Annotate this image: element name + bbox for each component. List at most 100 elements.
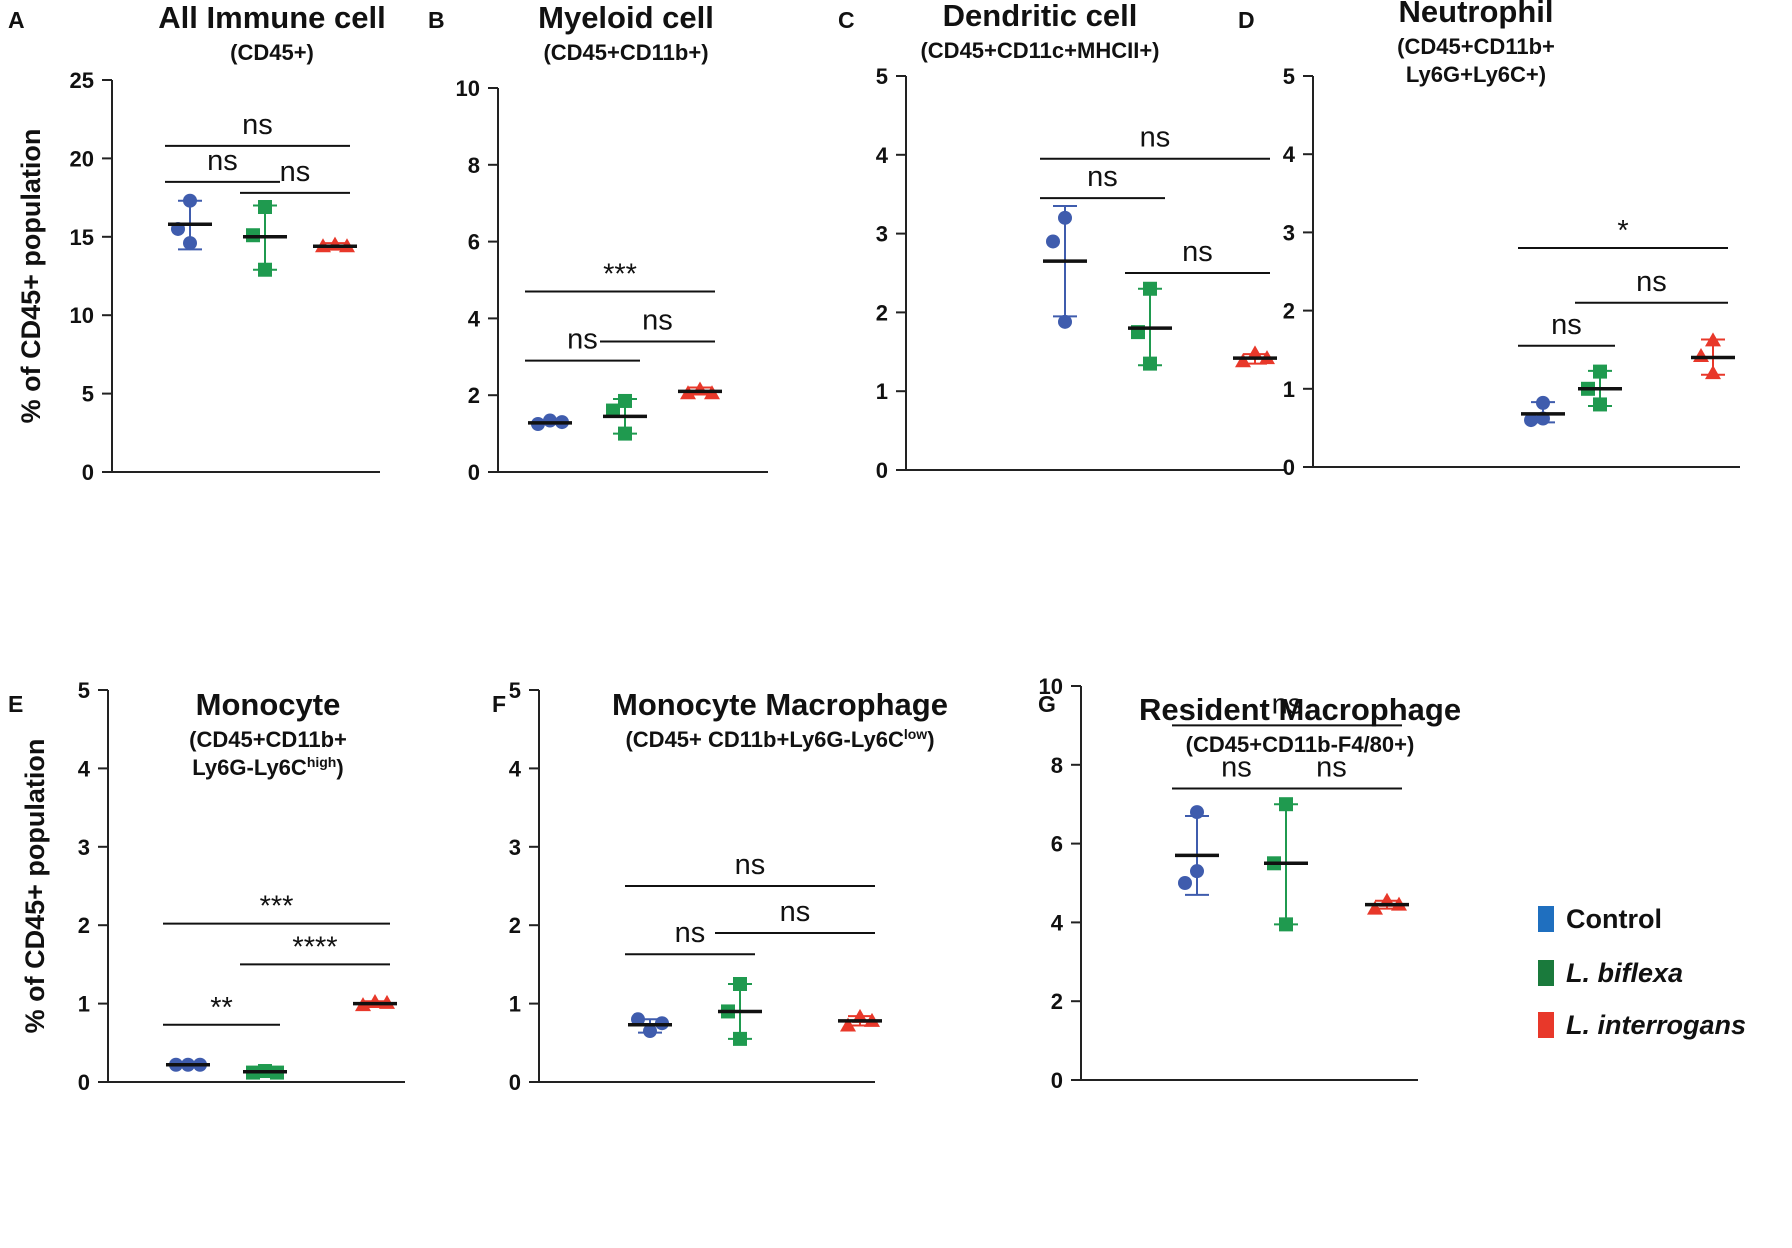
y-tick-label: 0 (876, 458, 888, 483)
significance-label: *** (260, 891, 294, 923)
y-tick-label: 5 (1283, 64, 1295, 89)
legend-swatch (1538, 906, 1554, 932)
panel-subtitle: Ly6G-Ly6Chigh) (192, 754, 343, 780)
group-l-biflexa (1578, 364, 1622, 412)
subtitle-text: (CD45+) (230, 40, 314, 65)
data-point (606, 403, 620, 418)
subtitle-text: (CD45+ CD11b+Ly6G-Ly6C (625, 727, 903, 752)
significance-label: ns (1140, 122, 1171, 154)
group-l-biflexa (603, 393, 647, 441)
panel-title: Neutrophil (1399, 0, 1554, 29)
data-point (1178, 876, 1192, 890)
panel-g: G Resident Macrophage (CD45+CD11b-F4/80+) 0… (1038, 674, 1461, 1093)
subtitle-tail: ) (927, 727, 934, 752)
y-tick-label: 1 (876, 379, 888, 404)
data-point (258, 262, 272, 277)
y-tick-label: 4 (876, 143, 889, 168)
panel-title: All Immune cell (158, 0, 385, 35)
panel-letter: C (838, 7, 855, 33)
y-tick-label: 3 (509, 835, 521, 860)
data-point (1705, 365, 1721, 380)
legend-label: Control (1566, 904, 1662, 934)
significance-label: ns (1087, 161, 1118, 193)
significance-label: ns (242, 109, 273, 141)
y-tick-label: 10 (1039, 674, 1063, 699)
panel-letter: A (8, 7, 25, 33)
y-tick-label: 20 (70, 146, 94, 171)
group-l-interrogans (1691, 332, 1735, 380)
data-point (1536, 395, 1550, 410)
panel-subtitle: (CD45+CD11b+ (189, 727, 347, 752)
data-point (643, 1024, 657, 1039)
group-control (166, 1057, 210, 1072)
group-control (528, 413, 572, 431)
y-tick-label: 4 (1283, 142, 1296, 167)
panel-subtitle: (CD45+CD11b-F4/80+) (1186, 732, 1415, 757)
data-point (618, 393, 632, 408)
panel-letter: G (1038, 691, 1056, 717)
subtitle-tail: ) (336, 755, 343, 780)
y-tick-label: 5 (509, 678, 521, 703)
significance-label: ns (1316, 751, 1347, 783)
group-l-interrogans (353, 994, 397, 1012)
legend-item: Control (1538, 904, 1662, 934)
y-tick-label: 25 (70, 68, 94, 93)
y-tick-label: 1 (1283, 377, 1295, 402)
legend-label: L. interrogans (1566, 1010, 1746, 1040)
y-tick-label: 2 (1051, 989, 1063, 1014)
data-point (1247, 345, 1263, 360)
data-point (1279, 917, 1293, 932)
panel-title: Myeloid cell (538, 0, 714, 35)
significance-label: ns (567, 324, 598, 356)
subtitle-text: (CD45+CD11b+ (1397, 34, 1555, 59)
data-point (1279, 797, 1293, 812)
panel-letter: D (1238, 7, 1255, 33)
data-point (1593, 397, 1607, 412)
y-axis-label: % of CD45+ population (20, 739, 50, 1034)
group-l-biflexa (718, 977, 762, 1046)
subtitle-text: Ly6G-Ly6C (192, 755, 307, 780)
legend-item: L. interrogans (1538, 1010, 1746, 1040)
y-tick-label: 1 (509, 992, 521, 1017)
y-tick-label: 0 (1283, 455, 1295, 480)
panel-subtitle: (CD45+CD11c+MHCII+) (920, 38, 1159, 63)
panel-letter: F (492, 691, 506, 717)
y-tick-label: 10 (456, 76, 480, 101)
panel-letter: B (428, 7, 445, 33)
subtitle-text: (CD45+CD11b+) (543, 40, 708, 65)
y-tick-label: 2 (468, 383, 480, 408)
y-tick-label: 0 (78, 1070, 90, 1095)
significance-label: ns (1221, 751, 1252, 783)
data-point (258, 200, 272, 215)
data-point (183, 193, 197, 208)
significance-label: **** (292, 931, 337, 963)
subtitle-text: (CD45+CD11c+MHCII+) (920, 38, 1159, 63)
panel-title: Dendritic cell (943, 0, 1138, 33)
data-point (1367, 900, 1383, 915)
significance-label: ns (280, 156, 311, 188)
group-l-interrogans (313, 236, 357, 253)
y-tick-label: 4 (509, 756, 522, 781)
significance-label: ns (675, 917, 706, 949)
legend-label: L. biflexa (1566, 958, 1683, 988)
y-tick-label: 5 (82, 382, 94, 407)
panel-title: Monocyte Macrophage (612, 687, 948, 722)
data-point (1235, 353, 1251, 368)
panel-title: Resident Macrophage (1139, 692, 1461, 727)
y-tick-label: 3 (876, 222, 888, 247)
significance-label: ns (207, 145, 238, 177)
group-control (1175, 805, 1219, 896)
group-control (628, 1012, 672, 1039)
significance-label: ns (1636, 266, 1667, 298)
data-point (1143, 356, 1157, 371)
legend: Control L. biflexa L. interrogans (1538, 904, 1746, 1040)
y-tick-label: 8 (468, 153, 480, 178)
y-tick-label: 2 (78, 913, 90, 938)
data-point (733, 977, 747, 991)
data-point (1046, 234, 1060, 249)
y-tick-label: 0 (509, 1070, 521, 1095)
legend-swatch (1538, 960, 1554, 986)
y-tick-label: 0 (1051, 1068, 1063, 1093)
data-point (1058, 314, 1072, 329)
